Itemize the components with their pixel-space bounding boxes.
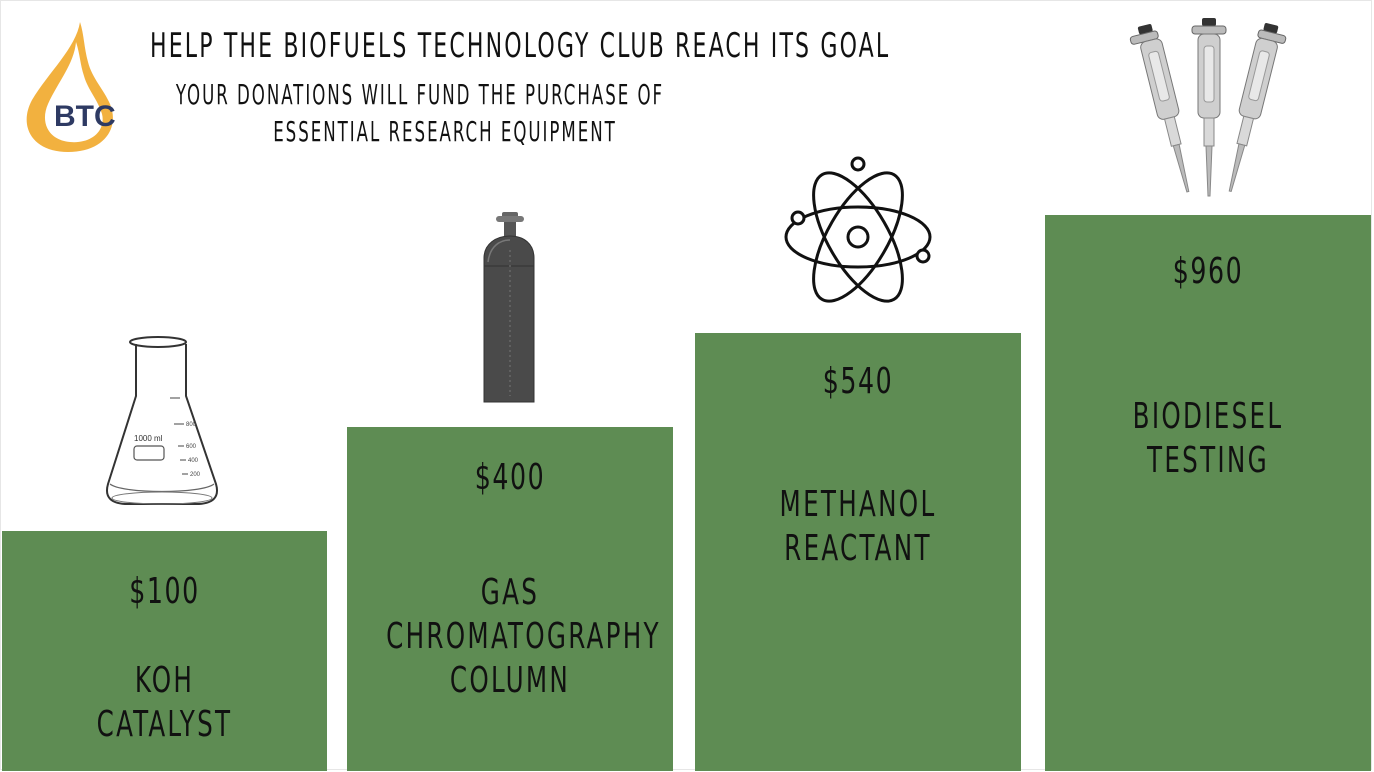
flask-tick-label: 800 bbox=[186, 422, 197, 428]
subtitle-line-2: ESSENTIAL RESEARCH EQUIPMENT bbox=[273, 115, 617, 148]
tier-label: GAS CHROMATOGRAPHY COLUMN bbox=[386, 571, 661, 703]
tier-koh-catalyst: $100 KOH CATALYST bbox=[2, 531, 327, 771]
flask-tick-label: 400 bbox=[188, 458, 199, 464]
tier-price: $100 bbox=[129, 571, 200, 612]
tier-price: $960 bbox=[1172, 251, 1244, 292]
tier-methanol-reactant: $540 METHANOL REACTANT bbox=[695, 333, 1021, 771]
subtitle-line-1: YOUR DONATIONS WILL FUND THE PURCHASE OF bbox=[175, 78, 665, 111]
flask-volume-label: 1000 ml bbox=[134, 434, 163, 443]
tier-label-line: METHANOL bbox=[779, 484, 937, 525]
tier-price: $400 bbox=[474, 457, 546, 498]
flask-tick-label: 200 bbox=[190, 472, 201, 478]
tier-label-line: CHROMATOGRAPHY bbox=[386, 616, 661, 657]
gas-cylinder-icon bbox=[483, 212, 535, 403]
tier-label: BIODIESEL TESTING bbox=[1084, 395, 1332, 483]
tier-label-line: CATALYST bbox=[96, 704, 233, 745]
erlenmeyer-flask-icon: 1000 ml 800 600 400 200 bbox=[106, 336, 218, 505]
atom-icon bbox=[784, 156, 932, 303]
tier-biodiesel-testing: $960 BIODIESEL TESTING bbox=[1045, 215, 1371, 771]
tier-label-line: KOH bbox=[134, 660, 195, 701]
page-title: HELP THE BIOFUELS TECHNOLOGY CLUB REACH … bbox=[150, 26, 891, 66]
logo-text: BTC bbox=[54, 100, 116, 133]
tier-label-line: GAS bbox=[480, 572, 540, 613]
tier-label: METHANOL REACTANT bbox=[734, 483, 982, 571]
tier-label-line: TESTING bbox=[1147, 440, 1269, 481]
btc-logo: BTC bbox=[26, 22, 116, 152]
tier-gas-chromatography-column: $400 GAS CHROMATOGRAPHY COLUMN bbox=[347, 427, 673, 771]
tier-label: KOH CATALYST bbox=[41, 659, 288, 747]
tier-price: $540 bbox=[822, 361, 894, 402]
tier-label-line: REACTANT bbox=[784, 528, 932, 569]
tier-label-line: BIODIESEL bbox=[1132, 396, 1284, 437]
flask-tick-label: 600 bbox=[186, 444, 197, 450]
tier-label-line: COLUMN bbox=[449, 660, 571, 701]
pipettes-icon bbox=[1129, 18, 1287, 197]
